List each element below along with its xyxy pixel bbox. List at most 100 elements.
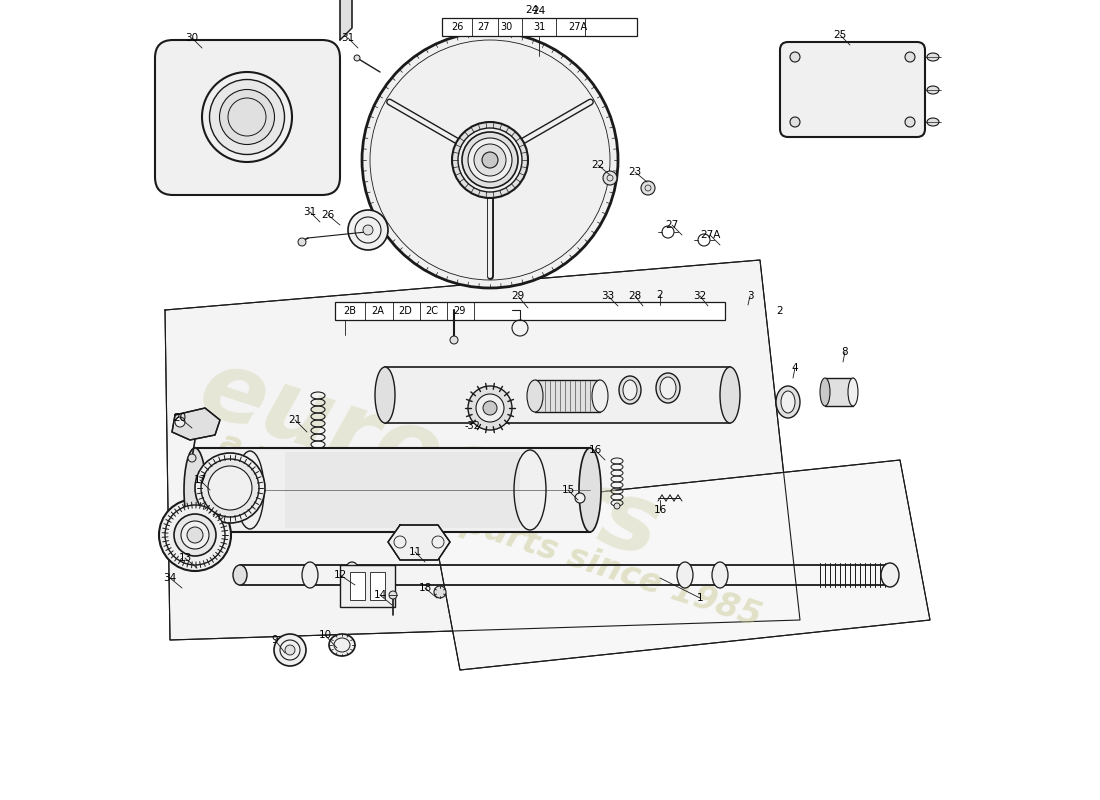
Text: 31: 31 xyxy=(532,22,546,32)
Ellipse shape xyxy=(195,453,265,523)
Text: a passion for parts since 1985: a passion for parts since 1985 xyxy=(214,426,766,634)
Ellipse shape xyxy=(182,521,209,549)
Polygon shape xyxy=(165,260,800,640)
Ellipse shape xyxy=(592,380,608,412)
Text: 8: 8 xyxy=(842,347,848,357)
Circle shape xyxy=(450,336,458,344)
Circle shape xyxy=(354,55,360,61)
Circle shape xyxy=(175,417,185,427)
Ellipse shape xyxy=(233,565,248,585)
Circle shape xyxy=(575,493,585,503)
Ellipse shape xyxy=(344,562,360,588)
Circle shape xyxy=(468,138,512,182)
Text: 4: 4 xyxy=(792,363,799,373)
Text: 30: 30 xyxy=(186,33,199,43)
Circle shape xyxy=(905,117,915,127)
Circle shape xyxy=(462,132,518,188)
Circle shape xyxy=(348,210,388,250)
Text: 20: 20 xyxy=(174,413,187,423)
Circle shape xyxy=(482,152,498,168)
Ellipse shape xyxy=(927,86,939,94)
Text: eurocars: eurocars xyxy=(188,342,672,578)
Text: 34: 34 xyxy=(164,573,177,583)
Text: 27A: 27A xyxy=(569,22,587,32)
Circle shape xyxy=(434,586,446,598)
Ellipse shape xyxy=(208,466,252,510)
Ellipse shape xyxy=(201,459,258,517)
Ellipse shape xyxy=(927,53,939,61)
Circle shape xyxy=(452,122,528,198)
Circle shape xyxy=(614,503,620,509)
Text: 28: 28 xyxy=(628,291,641,301)
Bar xyxy=(442,18,637,36)
Text: 2A: 2A xyxy=(372,306,384,316)
Ellipse shape xyxy=(160,499,231,571)
Ellipse shape xyxy=(375,367,395,423)
Ellipse shape xyxy=(329,634,355,656)
Ellipse shape xyxy=(927,118,939,126)
Polygon shape xyxy=(172,408,220,440)
Bar xyxy=(825,378,852,406)
Circle shape xyxy=(603,171,617,185)
Text: 27A: 27A xyxy=(700,230,720,240)
Text: 24: 24 xyxy=(532,6,546,16)
Ellipse shape xyxy=(848,378,858,406)
Polygon shape xyxy=(340,0,352,40)
Polygon shape xyxy=(388,525,450,560)
Ellipse shape xyxy=(302,562,318,588)
Bar xyxy=(370,572,385,600)
Text: 10: 10 xyxy=(318,630,331,640)
Circle shape xyxy=(474,144,506,176)
Circle shape xyxy=(641,181,654,195)
Ellipse shape xyxy=(881,563,899,587)
Bar xyxy=(385,367,730,423)
Ellipse shape xyxy=(656,373,680,403)
Text: 22: 22 xyxy=(592,160,605,170)
Text: 33: 33 xyxy=(602,291,615,301)
Text: 26: 26 xyxy=(321,210,334,220)
Ellipse shape xyxy=(174,514,216,556)
Ellipse shape xyxy=(165,505,226,565)
Text: 18: 18 xyxy=(418,583,431,593)
Circle shape xyxy=(468,386,512,430)
Text: 27: 27 xyxy=(666,220,679,230)
Circle shape xyxy=(298,238,306,246)
Ellipse shape xyxy=(776,386,800,418)
FancyBboxPatch shape xyxy=(155,40,340,195)
Circle shape xyxy=(188,454,196,462)
Ellipse shape xyxy=(220,90,275,145)
Text: 25: 25 xyxy=(834,30,847,40)
Circle shape xyxy=(458,128,522,192)
Text: 2C: 2C xyxy=(426,306,439,316)
Circle shape xyxy=(363,225,373,235)
Ellipse shape xyxy=(720,367,740,423)
Text: 15: 15 xyxy=(561,485,574,495)
Ellipse shape xyxy=(527,380,543,412)
Ellipse shape xyxy=(579,448,601,532)
Text: 3: 3 xyxy=(747,291,754,301)
Text: 2: 2 xyxy=(777,306,783,316)
Ellipse shape xyxy=(820,378,830,406)
Ellipse shape xyxy=(202,72,292,162)
Text: 14: 14 xyxy=(373,590,386,600)
Circle shape xyxy=(285,645,295,655)
Text: 30: 30 xyxy=(499,22,513,32)
Bar xyxy=(350,572,365,600)
FancyBboxPatch shape xyxy=(780,42,925,137)
Text: 16: 16 xyxy=(588,445,602,455)
Ellipse shape xyxy=(781,391,795,413)
Polygon shape xyxy=(430,460,930,670)
Ellipse shape xyxy=(209,79,285,154)
Text: 16: 16 xyxy=(653,505,667,515)
Text: 27: 27 xyxy=(477,22,491,32)
Circle shape xyxy=(483,401,497,415)
Text: 2D: 2D xyxy=(398,306,411,316)
Circle shape xyxy=(274,634,306,666)
Text: 21: 21 xyxy=(288,415,301,425)
Ellipse shape xyxy=(187,527,204,543)
Circle shape xyxy=(790,52,800,62)
Text: 2B: 2B xyxy=(343,306,356,316)
Text: 17: 17 xyxy=(194,475,207,485)
Bar xyxy=(535,380,600,412)
Bar xyxy=(336,302,725,320)
